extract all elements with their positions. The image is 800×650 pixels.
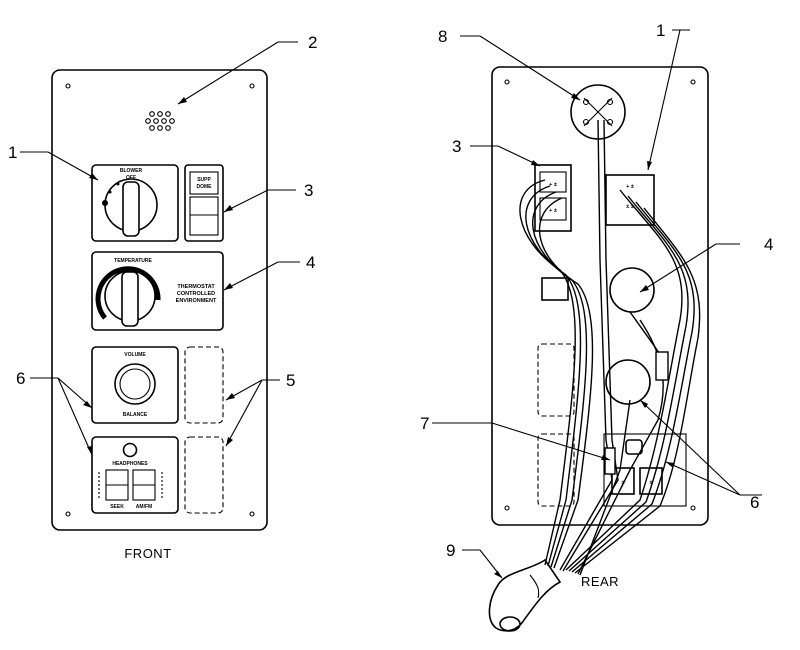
blower-label: BLOWER	[120, 168, 143, 174]
wire-harness	[519, 119, 701, 576]
mounting-hole	[690, 79, 696, 85]
svg-text:+ ±: + ±	[549, 182, 557, 188]
callout-rear-9: 9	[446, 541, 455, 560]
temperature-control: TEMPERATURE THERMOSTAT CONTROLLED ENVIRO…	[91, 251, 224, 331]
dome-label: DOME	[197, 184, 213, 190]
svg-text:+ ±: + ±	[626, 184, 634, 190]
thermostat-rear	[609, 267, 655, 313]
blower-off-label: OFF	[126, 175, 136, 181]
headphones-radio-control: HEADPHONES SEEK AM/FM	[91, 436, 179, 514]
blower-switch-rear: + ± ± ±	[605, 174, 655, 226]
headphones-label: HEADPHONES	[112, 461, 148, 467]
rear-knob-mount	[541, 277, 569, 301]
svg-text:±: ±	[649, 480, 652, 486]
mounting-hole	[249, 511, 255, 517]
thermostat-line2: CONTROLLED	[177, 291, 215, 297]
blank-cutout	[184, 436, 224, 514]
front-view-label: FRONT	[124, 546, 171, 561]
callout-rear-8: 8	[438, 27, 447, 46]
supp-dome-switch: SUPP DOME	[184, 164, 224, 242]
blank-cutout-rear	[537, 433, 575, 507]
harness-bundle-end	[488, 558, 562, 632]
callout-front-3: 3	[304, 181, 313, 200]
supp-label: SUPP	[197, 177, 211, 183]
amfm-label: AM/FM	[136, 504, 152, 510]
mounting-hole	[690, 505, 696, 511]
callout-front-1: 1	[8, 143, 17, 162]
thermostat-line3: ENVIRONMENT	[176, 298, 217, 304]
mounting-hole	[504, 79, 510, 85]
seek-label: SEEK	[110, 504, 124, 510]
blower-switch: BLOWER OFF	[91, 164, 179, 242]
svg-text:+ ±: + ±	[549, 208, 557, 214]
speaker-grille	[145, 111, 175, 131]
svg-text:± ±: ± ±	[626, 204, 634, 210]
mounting-hole	[65, 511, 71, 517]
callout-front-4: 4	[306, 253, 315, 272]
volume-rear	[605, 359, 651, 405]
mounting-hole	[65, 83, 71, 89]
callout-rear-4: 4	[764, 235, 773, 254]
front-view: BLOWER OFF SUPP DOME TEMPERATURE THERMOS…	[8, 33, 317, 561]
rear-callouts: 8 1 3 4 7 6 9	[420, 21, 773, 579]
callout-front-6: 6	[16, 369, 25, 388]
radio-rear-module: ± ±	[603, 433, 687, 507]
rear-view: + ± + ± + ± ± ± ± ±	[420, 21, 773, 632]
blank-cutout	[184, 346, 224, 424]
volume-balance-control: VOLUME BALANCE	[91, 346, 179, 424]
callout-rear-1: 1	[656, 21, 665, 40]
callout-rear-6: 6	[750, 493, 759, 512]
front-callouts: 1 2 3 4 5 6	[8, 33, 317, 456]
volume-label: VOLUME	[124, 352, 146, 358]
balance-label: BALANCE	[123, 412, 148, 418]
mounting-hole	[504, 505, 510, 511]
rear-view-label: REAR	[581, 574, 619, 589]
callout-rear-3: 3	[452, 137, 461, 156]
callout-rear-7: 7	[420, 414, 429, 433]
blower-indicator-dot	[102, 200, 108, 206]
blank-cutout-rear	[537, 343, 575, 417]
temperature-label: TEMPERATURE	[114, 258, 152, 264]
mounting-hole	[249, 83, 255, 89]
callout-front-5: 5	[286, 371, 295, 390]
front-panel-outline	[51, 69, 268, 531]
rear-panel-outline	[491, 66, 709, 526]
thermostat-line1: THERMOSTAT	[177, 284, 215, 290]
callout-front-2: 2	[308, 33, 317, 52]
